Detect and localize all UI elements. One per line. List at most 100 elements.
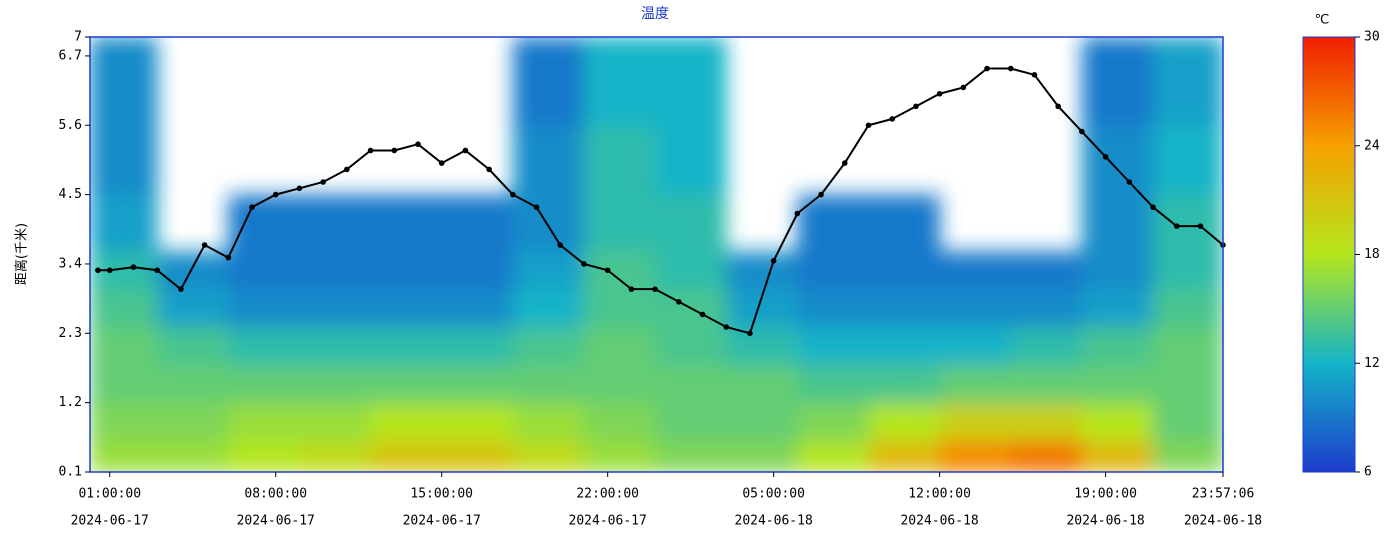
heat-cell <box>583 289 656 328</box>
x-tick-label: 08:00:00 <box>244 487 307 502</box>
x-tick-date: 2024-06-17 <box>569 514 647 529</box>
heat-cell <box>1153 289 1223 328</box>
y-tick-label: 7 <box>74 30 82 45</box>
heat-cell <box>228 327 300 366</box>
profile-point <box>794 210 801 217</box>
heat-cell <box>583 125 656 196</box>
heat-cell <box>655 440 727 472</box>
heat-cell <box>441 289 514 328</box>
heat-cell <box>583 327 656 366</box>
heat-cell <box>1081 251 1154 290</box>
heat-cell <box>299 327 372 366</box>
heat-cell <box>512 125 585 196</box>
profile-point <box>438 160 445 166</box>
heat-cell <box>797 251 869 290</box>
heat-cell <box>299 251 372 290</box>
heat-cell <box>868 402 941 441</box>
colorbar-tick-label: 24 <box>1364 138 1380 153</box>
heat-cell <box>868 440 941 472</box>
y-tick-label: 0.1 <box>59 465 82 480</box>
heat-cell <box>1153 364 1223 404</box>
heat-cell <box>228 440 300 472</box>
heat-cell <box>90 364 158 404</box>
colorbar-tick-label: 6 <box>1364 465 1372 480</box>
profile-point <box>676 298 682 305</box>
heat-cell <box>655 37 727 126</box>
heat-cell <box>299 402 372 441</box>
heat-cell <box>228 364 300 404</box>
profile-point <box>960 84 967 91</box>
heatmap <box>90 37 1223 472</box>
profile-point <box>1055 103 1061 110</box>
profile-point <box>604 267 611 274</box>
heat-cell <box>1081 37 1154 126</box>
profile-point <box>581 261 587 267</box>
y-tick-label: 5.6 <box>59 118 82 133</box>
colorbar <box>1302 36 1356 473</box>
heat-cell <box>726 440 798 472</box>
profile-point <box>747 330 753 337</box>
heat-cell <box>583 37 656 126</box>
y-axis-label: 距离(千米) <box>14 223 30 285</box>
profile-point <box>249 204 255 211</box>
x-tick-label: 23:57:06 <box>1192 487 1255 502</box>
x-tick-date: 2024-06-17 <box>71 514 149 529</box>
profile-point <box>699 311 706 318</box>
profile-point <box>628 286 635 292</box>
heat-cell <box>583 251 656 290</box>
colorbar-tick-label: 12 <box>1364 356 1380 371</box>
x-tick-label: 15:00:00 <box>410 487 473 502</box>
x-tick-label: 12:00:00 <box>908 487 971 502</box>
colorbar-tick-label: 18 <box>1364 247 1380 262</box>
heat-cell <box>90 125 158 196</box>
profile-point <box>1079 128 1085 135</box>
heat-cell <box>299 289 372 328</box>
heat-cell <box>370 440 443 472</box>
heat-cell <box>583 364 656 404</box>
heat-cell <box>512 289 585 328</box>
heat-cell <box>726 402 798 441</box>
heat-cell <box>939 251 1012 290</box>
profile-point <box>1007 65 1014 72</box>
x-tick-date: 2024-06-18 <box>1184 514 1262 529</box>
profile-point <box>296 185 303 192</box>
profile-point <box>462 147 469 154</box>
heat-cell <box>1010 289 1083 328</box>
profile-point <box>154 267 160 274</box>
heat-cell <box>370 194 443 252</box>
heat-cell <box>655 327 727 366</box>
heat-cell <box>441 251 514 290</box>
profile-point <box>486 166 492 173</box>
x-tick-label: 19:00:00 <box>1074 487 1137 502</box>
heat-cell <box>228 251 300 290</box>
heat-cell <box>655 251 727 290</box>
profile-point <box>1150 204 1156 211</box>
heat-cell <box>90 440 158 472</box>
heat-cell <box>868 194 941 252</box>
heat-cell <box>726 251 798 290</box>
heat-cell <box>299 440 372 472</box>
x-tick-date: 2024-06-17 <box>403 514 481 529</box>
plot-frame <box>89 36 1224 473</box>
heat-cell <box>797 402 869 441</box>
heat-cell <box>939 364 1012 404</box>
heat-cell <box>370 364 443 404</box>
heat-cell <box>726 327 798 366</box>
profile-point <box>391 147 398 154</box>
heat-cell <box>512 364 585 404</box>
heat-cell <box>441 194 514 252</box>
profile-point <box>984 65 990 72</box>
profile-point <box>1197 223 1204 229</box>
x-tick-label: 22:00:00 <box>576 487 639 502</box>
x-tick-label: 05:00:00 <box>742 487 805 502</box>
profile-point <box>818 191 824 198</box>
heat-cell <box>939 289 1012 328</box>
heat-cell <box>299 364 372 404</box>
profile-point <box>936 90 943 97</box>
heat-cell <box>655 364 727 404</box>
heat-cell <box>1153 194 1223 252</box>
profile-point <box>770 258 777 264</box>
profile-point <box>889 116 896 122</box>
